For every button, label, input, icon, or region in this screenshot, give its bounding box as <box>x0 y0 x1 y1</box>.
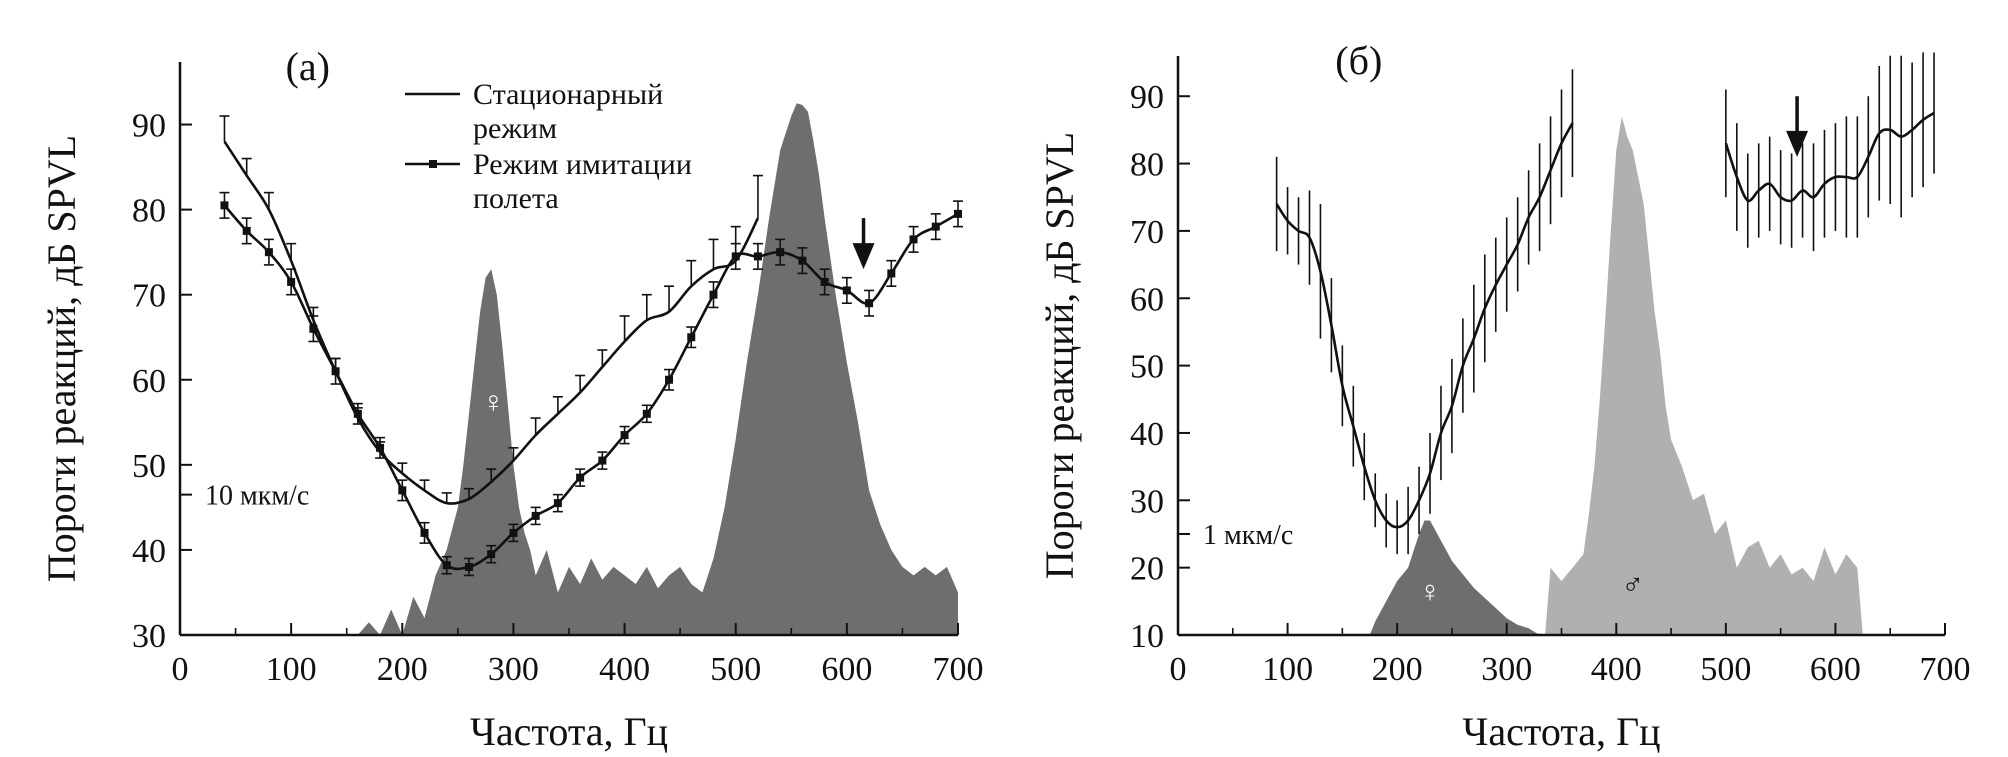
panel-a-legend-marker-1 <box>429 160 437 168</box>
panel-a-label: (а) <box>286 44 330 89</box>
panel-a-y-tick-label: 90 <box>132 108 166 145</box>
panel-a-x-tick-label: 500 <box>710 651 761 688</box>
panel-a-series-1-point <box>509 528 518 537</box>
panel-a-series-1-point <box>820 277 829 286</box>
panel-a-series-1-point <box>220 201 229 210</box>
panel-a-series-1-point <box>309 324 318 333</box>
panel-a-series-1-point <box>798 256 807 265</box>
panel-b-y-tick-label: 40 <box>1130 416 1164 453</box>
panel-b-y-tick-label: 90 <box>1130 79 1164 116</box>
panel-a-spectrum-symbol-0: ♀ <box>482 386 505 419</box>
panel-a-legend-label-0-1: режим <box>473 112 557 145</box>
panel-a-y-axis-title: Пороги реакций, дБ SPVL <box>39 135 84 582</box>
panel-a-scale-note: 10 мкм/с <box>205 481 309 512</box>
panel-b-series-1-line <box>1724 111 1935 203</box>
panel-a-y-tick-label: 40 <box>132 533 166 570</box>
panel-a-x-tick-label: 400 <box>599 651 650 688</box>
panel-b-scale-note: 1 мкм/с <box>1203 520 1293 551</box>
panel-a-x-tick-label: 200 <box>377 651 428 688</box>
panel-b-spectrum-symbol-0: ♀ <box>1419 575 1442 608</box>
panel-a-y-tick-label: 60 <box>132 363 166 400</box>
panel-a-series-1-point <box>887 269 896 278</box>
panel-b-y-tick-label: 20 <box>1130 551 1164 588</box>
panel-b-spectrum-1 <box>1545 116 1863 635</box>
panel-a-series-1-point <box>842 286 851 295</box>
panel-a-series-1-point <box>731 252 740 261</box>
panel-a-series-1-point <box>398 486 407 495</box>
panel-a-spectrum-0 <box>357 103 958 636</box>
panel-b-x-tick-label: 0 <box>1170 651 1187 688</box>
panel-a-x-axis-title: Частота, Гц <box>470 709 668 754</box>
panel-a-arrow-head <box>852 243 875 270</box>
panel-a-series-1-point <box>776 248 785 257</box>
panel-a-series-1-point <box>264 248 273 257</box>
panel-a-x-tick-label: 100 <box>266 651 317 688</box>
panel-a-series-1-point <box>487 550 496 559</box>
panel-a-legend-label-1-1: полета <box>473 182 559 215</box>
panel-a-series-1-point <box>576 473 585 482</box>
panel-b-label: (б) <box>1335 38 1382 83</box>
panel-a-series-1-point <box>753 252 762 261</box>
panel-b-y-tick-label: 80 <box>1130 147 1164 184</box>
panel-a-series-1-point <box>709 290 718 299</box>
panel-b-series-0-line <box>1275 122 1574 529</box>
panel-a-series-1-point <box>420 528 429 537</box>
panel-b-x-tick-label: 500 <box>1700 651 1751 688</box>
panel-a: ♀ 0 100 200 300 400 500 600 700 30 40 50 60 70 80 90 Час… <box>39 44 984 754</box>
panel-b-y-tick-label: 10 <box>1130 618 1164 655</box>
panel-a-series-1-point <box>598 456 607 465</box>
panel-b-y-axis-title: Пороги реакций, дБ SPVL <box>1037 132 1082 579</box>
panel-a-y-tick-label: 50 <box>132 448 166 485</box>
panel-a-y-tick-label: 70 <box>132 278 166 315</box>
panel-a-x-tick-label: 600 <box>821 651 872 688</box>
panel-b-y-tick-label: 30 <box>1130 483 1164 520</box>
panel-a-series-1-point <box>865 299 874 308</box>
panel-b-arrow-head <box>1786 130 1809 157</box>
panel-a-series-1-point <box>242 226 251 235</box>
panel-a-series-1-point <box>287 277 296 286</box>
panel-a-series-1-point <box>665 375 674 384</box>
panel-a-series-1-point <box>331 367 340 376</box>
panel-b-x-tick-label: 300 <box>1481 651 1532 688</box>
panel-a-series-1-point <box>442 561 451 570</box>
panel-a-y-tick-label: 30 <box>132 618 166 655</box>
panel-a-series-1-point <box>353 409 362 418</box>
panel-a-x-tick-label: 700 <box>933 651 984 688</box>
panel-b-x-axis-title: Частота, Гц <box>1462 709 1660 754</box>
panel-b-x-tick-label: 700 <box>1920 651 1971 688</box>
panel-b-y-tick-label: 70 <box>1130 214 1164 251</box>
panel-a-x-tick-label: 300 <box>488 651 539 688</box>
panel-b-spectrum-symbol-1: ♂ <box>1621 569 1644 602</box>
panel-a-series-1-point <box>376 443 385 452</box>
panel-b-x-tick-label: 600 <box>1810 651 1861 688</box>
panel-a-series-1-point <box>909 235 918 244</box>
panel-a-legend-label-0-0: Стационарный <box>473 78 663 111</box>
panel-a-legend-label-1-0: Режим имитации <box>473 148 692 181</box>
panel-b-spectrum-0 <box>1369 520 1540 635</box>
panel-a-series-1-point <box>620 431 629 440</box>
panel-b-x-tick-label: 400 <box>1591 651 1642 688</box>
panel-a-series-1-point <box>531 511 540 520</box>
panel-a-x-tick-label: 0 <box>172 651 189 688</box>
panel-a-series-1-point <box>553 499 562 508</box>
panel-a-y-tick-label: 80 <box>132 193 166 230</box>
panel-a-series-1-point <box>954 209 962 218</box>
panel-b-y-tick-label: 60 <box>1130 281 1164 318</box>
panel-b-x-tick-label: 100 <box>1262 651 1313 688</box>
panel-a-series-1-point <box>687 333 696 342</box>
panel-b-y-tick-label: 50 <box>1130 349 1164 386</box>
panel-b: ♀ ♂ 0 100 200 300 400 500 600 700 10 20 30 40 50 60 70 80… <box>1037 38 1971 754</box>
panel-a-series-1-point <box>464 562 473 571</box>
panel-a-series-1-line <box>223 204 959 571</box>
panel-a-series-1-point <box>642 409 651 418</box>
panel-a-series-1-point <box>931 222 940 231</box>
panel-b-x-tick-label: 200 <box>1372 651 1423 688</box>
